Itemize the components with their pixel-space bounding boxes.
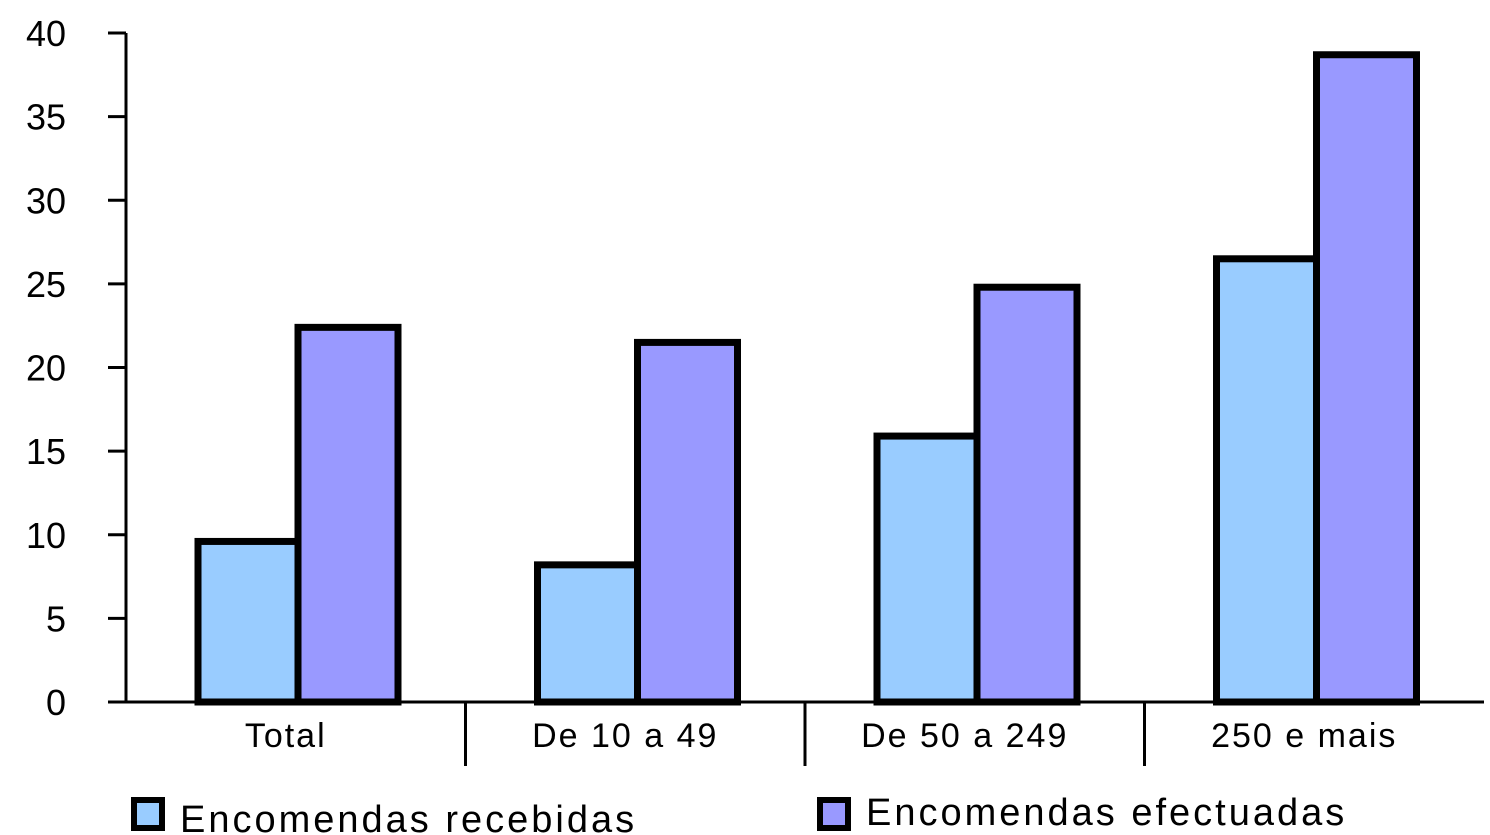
legend: Encomendas recebidas Encomendas efectuada… (131, 792, 1347, 835)
bar-encomendas-efectuadas (294, 323, 402, 706)
legend-label: Encomendas recebidas (180, 799, 637, 835)
bar-encomendas-recebidas (534, 561, 641, 706)
bar-encomendas-recebidas (873, 432, 981, 706)
x-category-label: De 10 a 49 (532, 717, 718, 755)
y-axis-ticks: 0 5 10 15 20 25 30 35 40 (26, 13, 126, 723)
y-tick-label: 10 (26, 515, 66, 556)
legend-label: Encomendas efectuadas (866, 792, 1347, 834)
bar-encomendas-efectuadas (973, 283, 1081, 706)
legend-swatch (131, 797, 165, 831)
x-category-label: De 50 a 249 (861, 717, 1068, 755)
legend-swatch (817, 797, 851, 831)
x-axis-categories: Total De 10 a 49 De 50 a 249 250 e mais (245, 717, 1397, 755)
y-tick-label: 30 (26, 180, 66, 221)
y-tick-label: 20 (26, 348, 66, 389)
y-tick-label: 40 (26, 13, 66, 54)
bar-encomendas-recebidas (1213, 255, 1320, 706)
bar-encomendas-efectuadas (634, 338, 741, 706)
y-tick-label: 15 (26, 431, 66, 472)
axes (108, 33, 1484, 766)
x-category-label: Total (245, 717, 327, 755)
y-tick-label: 25 (26, 264, 66, 305)
y-tick-label: 5 (46, 598, 66, 639)
bars (194, 51, 1420, 706)
bar-encomendas-recebidas (194, 537, 302, 706)
y-tick-label: 0 (46, 682, 66, 723)
y-tick-label: 35 (26, 97, 66, 138)
x-category-label: 250 e mais (1211, 717, 1397, 755)
bar-encomendas-efectuadas (1313, 51, 1420, 706)
